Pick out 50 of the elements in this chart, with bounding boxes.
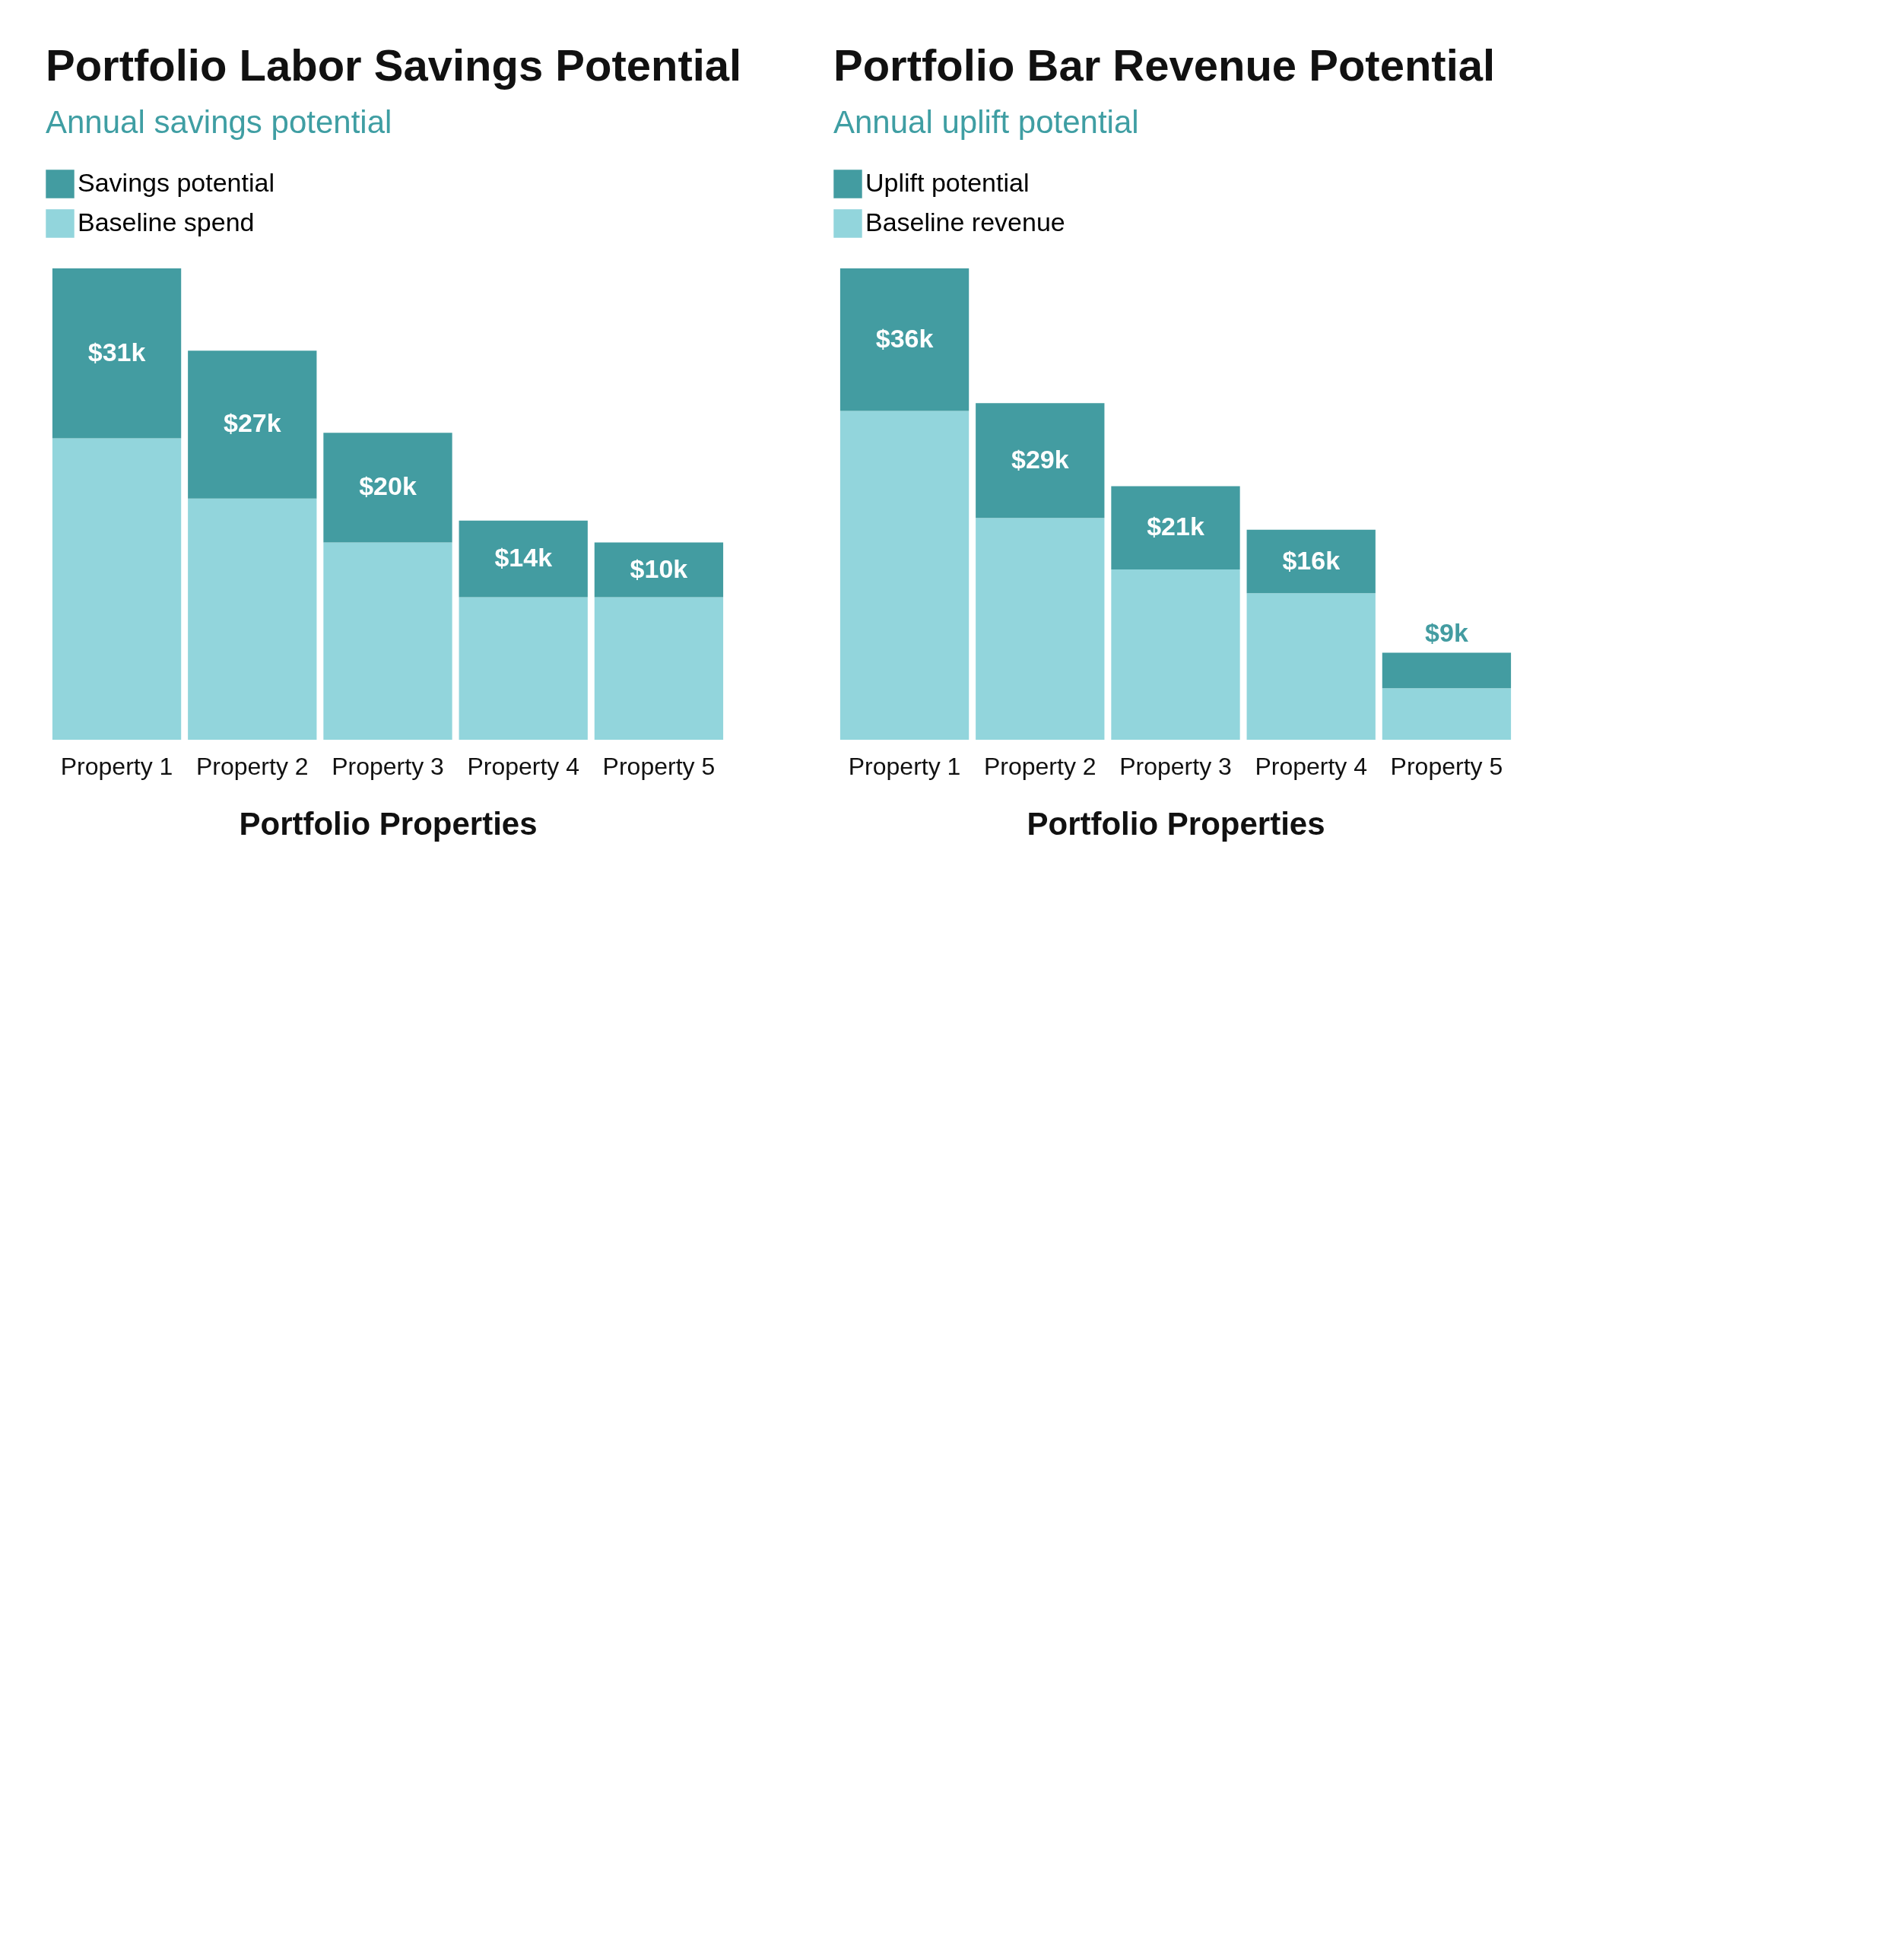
bar <box>188 350 317 499</box>
bar <box>594 542 724 598</box>
bar <box>459 597 588 740</box>
bar <box>459 520 588 598</box>
data-label: $36k <box>875 323 934 353</box>
x-tick-label: Property 2 <box>983 752 1096 780</box>
chart-title: Portfolio Bar Revenue Potential <box>833 40 1496 90</box>
bar <box>323 542 452 740</box>
bar <box>323 433 452 543</box>
x-axis-title: Portfolio Properties <box>239 805 538 842</box>
x-tick-label: Property 1 <box>60 752 173 780</box>
bar <box>1382 688 1512 740</box>
x-tick-label: Property 4 <box>1255 752 1368 780</box>
data-label: $27k <box>223 408 281 438</box>
legend-label: Baseline spend <box>78 208 255 236</box>
data-label: $31k <box>87 337 146 366</box>
chart-subtitle: Annual uplift potential <box>833 104 1139 140</box>
data-label: $29k <box>1011 444 1069 474</box>
legend-label: Savings potential <box>78 168 275 197</box>
data-label: $10k <box>630 553 688 583</box>
data-label: $21k <box>1147 512 1204 541</box>
data-label: $9k <box>1425 617 1468 647</box>
x-tick-label: Property 4 <box>467 752 580 780</box>
bar <box>1246 529 1376 594</box>
bar <box>1246 593 1376 740</box>
bar <box>1382 652 1512 689</box>
data-label: $16k <box>1282 545 1341 575</box>
x-tick-label: Property 2 <box>195 752 309 780</box>
data-label: $14k <box>494 543 553 572</box>
bar <box>188 498 317 740</box>
bar <box>594 597 724 740</box>
bar <box>839 411 970 740</box>
x-tick-label: Property 3 <box>1119 752 1232 780</box>
x-tick-label: Property 5 <box>1390 752 1503 780</box>
chart-title: Portfolio Labor Savings Potential <box>46 40 742 90</box>
bar <box>976 403 1105 519</box>
x-tick-label: Property 5 <box>602 752 716 780</box>
data-label: $20k <box>359 471 417 501</box>
x-axis-title: Portfolio Properties <box>1027 805 1325 842</box>
bar <box>839 268 970 411</box>
x-tick-label: Property 3 <box>332 752 444 780</box>
bar <box>52 438 182 740</box>
bar <box>976 518 1105 740</box>
bar <box>1111 486 1240 569</box>
legend-label: Uplift potential <box>865 168 1030 197</box>
bar <box>1111 569 1240 740</box>
legend-label: Baseline revenue <box>865 208 1065 236</box>
bar <box>52 268 182 439</box>
x-tick-label: Property 1 <box>848 752 961 780</box>
chart-subtitle: Annual savings potential <box>46 104 392 140</box>
